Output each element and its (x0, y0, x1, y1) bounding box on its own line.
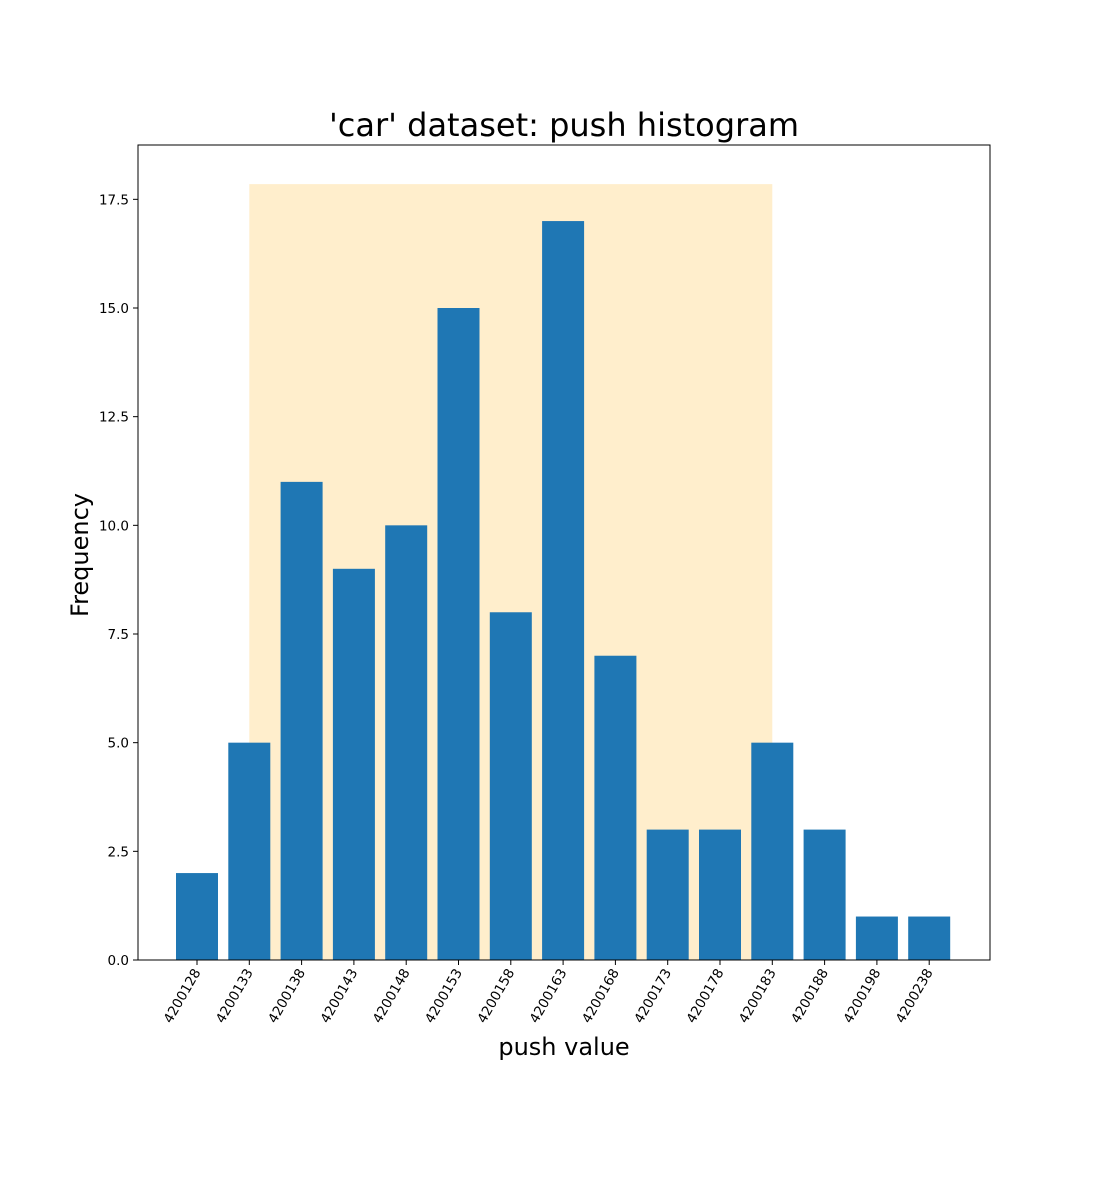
x-tick-label: 4200138 (265, 966, 309, 1026)
x-axis-label: push value (498, 1033, 629, 1061)
x-tick-label: 4200163 (527, 966, 571, 1026)
x-tick-label: 4200238 (893, 966, 937, 1026)
bar-4200188 (803, 829, 846, 960)
y-tick-label: 15.0 (99, 301, 129, 317)
x-tick-label: 4200198 (840, 966, 884, 1026)
axes-frame (137, 144, 991, 961)
x-tick-label: 4200158 (474, 966, 518, 1026)
bar-4200163 (542, 221, 585, 961)
y-axis-label: Frequency (66, 493, 94, 617)
x-tick-label: 4200173 (631, 966, 675, 1026)
bar-4200133 (228, 742, 271, 960)
x-tick-label: 4200148 (370, 966, 414, 1026)
bar-4200143 (332, 568, 375, 960)
bar-4200153 (437, 308, 480, 960)
bar-4200183 (751, 742, 794, 960)
x-tick-label: 4200133 (213, 966, 257, 1026)
bar-4200148 (385, 525, 428, 960)
bar-4200198 (855, 916, 898, 960)
bar-4200238 (908, 916, 951, 960)
y-tick-label: 5.0 (108, 736, 129, 752)
x-tick-label: 4200168 (579, 966, 623, 1026)
bar-4200173 (646, 829, 689, 960)
x-tick-label: 4200183 (736, 966, 780, 1026)
y-tick-label: 12.5 (99, 410, 129, 426)
x-tick-label: 4200128 (161, 966, 205, 1026)
bar-4200158 (489, 612, 532, 960)
y-tick-label: 2.5 (108, 844, 129, 860)
bar-4200138 (280, 481, 323, 960)
bar-4200168 (594, 655, 637, 960)
x-tick-label: 4200153 (422, 966, 466, 1026)
y-tick-label: 7.5 (108, 627, 129, 643)
x-tick-label: 4200188 (788, 966, 832, 1026)
x-tick-label: 4200143 (317, 966, 361, 1026)
bar-4200178 (699, 829, 741, 960)
chart-title: 'car' dataset: push histogram (329, 106, 799, 144)
y-tick-label: 0.0 (108, 953, 129, 969)
bar-4200128 (176, 873, 218, 960)
y-tick-label: 17.5 (99, 192, 129, 208)
y-tick-label: 10.0 (99, 518, 129, 534)
x-tick-label: 4200178 (684, 966, 728, 1026)
